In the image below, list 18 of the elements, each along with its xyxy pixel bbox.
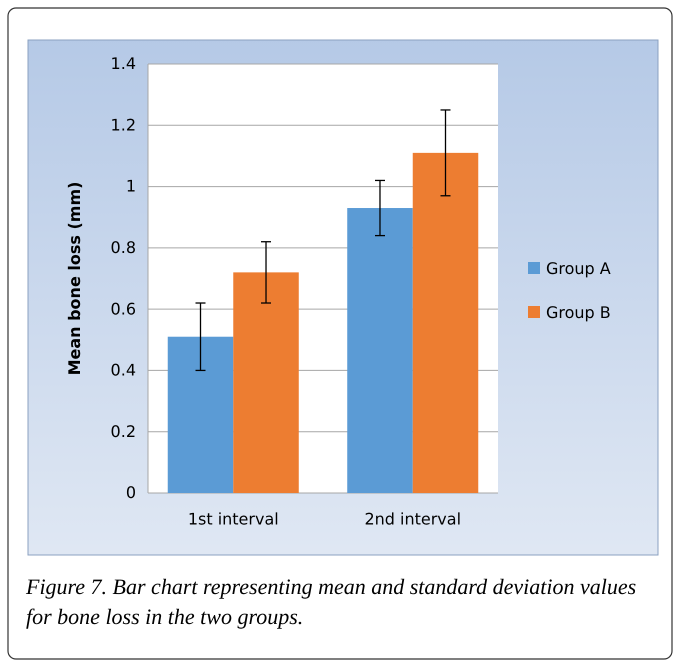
x-tick-label: 2nd interval [364, 509, 462, 528]
bar [233, 272, 299, 493]
bar [412, 152, 478, 493]
y-tick-label: 0 [126, 483, 136, 502]
y-tick-label: 1.2 [110, 115, 136, 134]
x-tick-label: 1st interval [188, 509, 279, 528]
bar [168, 336, 234, 493]
y-tick-label: 1 [126, 176, 136, 196]
y-tick-label: 0.4 [110, 360, 136, 380]
y-tick-label: 0.6 [110, 299, 136, 318]
y-tick-label: 1.4 [110, 54, 136, 74]
y-tick-label: 0.8 [110, 238, 136, 257]
legend-label: Group A [546, 259, 611, 278]
y-tick-label: 0.2 [110, 422, 136, 441]
caption: Figure 7. Bar chart representing mean and standard deviation values for bone loss in the two groups. [26, 573, 638, 631]
legend-label: Group B [546, 303, 611, 322]
y-axis-title: Mean bone loss (mm) [65, 182, 84, 376]
bar [347, 208, 413, 493]
